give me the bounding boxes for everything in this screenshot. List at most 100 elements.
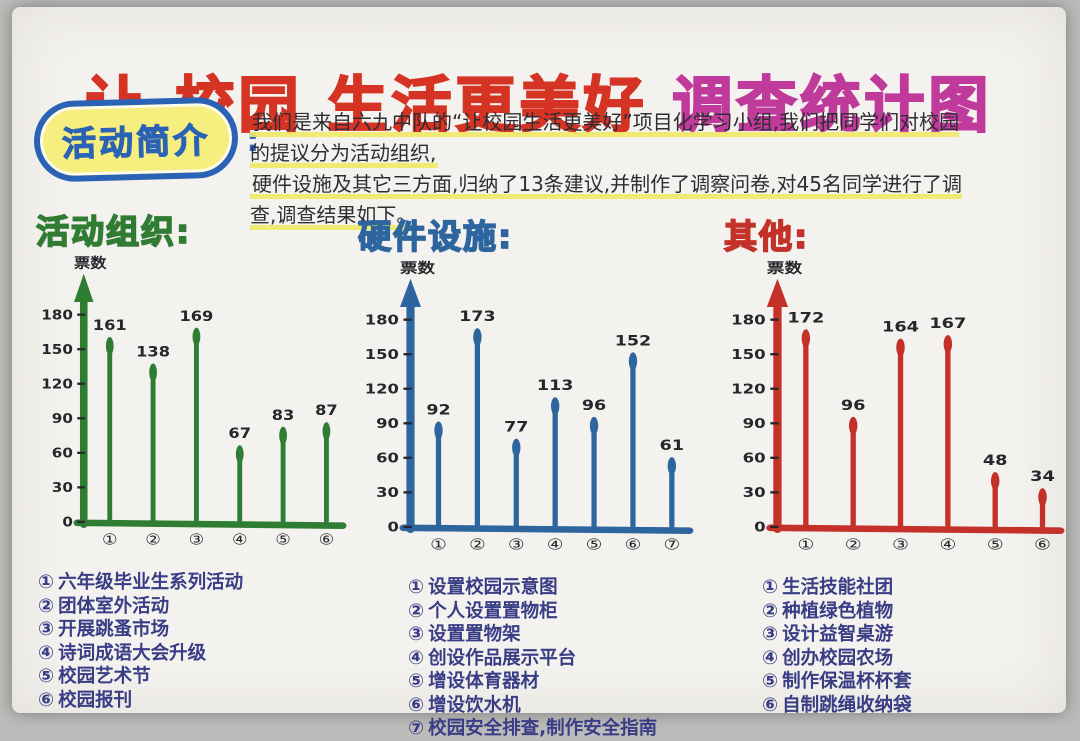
bar-chart-svg: 票数 0 30 60 90 120 150 180 92 ① 173 ② 77 ③ 113 ④ 96 ⑤ 152 ⑥ 6… [365, 260, 694, 553]
legend-marker: ④ [38, 641, 55, 664]
legend-label: 校园艺术节 [58, 666, 151, 687]
intro-paragraph: 我们是来自六九中队的“让校园生活更美好”项目化学习小组,我们把同学们对校园的提议… [250, 107, 966, 231]
bar-value-label: 169 [179, 308, 213, 325]
x-axis [766, 524, 1065, 534]
bar-value-label: 48 [983, 452, 1008, 469]
legend-marker: ④ [408, 646, 425, 669]
y-tick-label: 60 [743, 450, 766, 466]
legend-marker: ⑤ [408, 670, 425, 692]
x-category-label: ⑥ [625, 535, 642, 553]
y-tick-label: 90 [743, 416, 766, 432]
legend-marker: ② [408, 599, 425, 622]
bar-value-label: 34 [1030, 468, 1055, 485]
bar-top [322, 422, 331, 441]
bar-value-label: 164 [882, 318, 919, 335]
bar-top [235, 445, 244, 464]
bar-value-label: 113 [537, 377, 573, 394]
chart-legend: ① 生活技能社团 ② 种植绿色植物 ③ 设计益智桌游 ④ 创办校园农场 ⑤ 制作保温杯杯套 ⑥ 自制跳… [762, 576, 1065, 717]
x-category-label: ④ [939, 536, 956, 554]
y-axis-label: 票数 [74, 255, 107, 272]
y-tick-label: 180 [365, 313, 399, 328]
x-category-label: ⑥ [1034, 536, 1051, 554]
y-tick-label: 60 [52, 446, 73, 461]
chart-section-activities: 活动组织: 票数 0 30 60 90 120 150 180 161 ① 138 ② 169 ③ 67 ④ 8… [22, 205, 347, 712]
x-category-label: ② [145, 531, 161, 549]
chart-title: 其他: [723, 216, 810, 257]
legend-label: 诗词成语大会升级 [58, 642, 207, 664]
bar-value-label: 77 [504, 418, 528, 435]
legend-label: 团体室外活动 [58, 595, 170, 617]
bar-value-label: 96 [841, 397, 866, 414]
legend-label: 校园安全排查,制作安全指南 [428, 718, 658, 739]
bar-top [473, 328, 482, 347]
legend-marker: ⑥ [38, 688, 55, 711]
y-tick-label: 30 [376, 486, 399, 501]
y-tick-label: 120 [365, 382, 399, 397]
legend-item: ② 种植绿色植物 [762, 600, 1065, 624]
intro-line-1: 我们是来自六九中队的“让校园生活更美好”项目化学习小组,我们把同学们对校园的提议… [250, 110, 960, 168]
bar-chart-svg: 票数 0 30 60 90 120 150 180 172 ① 96 ② 164 ③ 167 ④ 48 ⑤ 34 ⑥ [731, 260, 1065, 554]
bar-value-label: 167 [929, 315, 966, 332]
bar-top [990, 472, 1000, 490]
intro-badge-row: 活动简介 : [32, 96, 260, 183]
legend-marker: ② [762, 599, 779, 622]
x-category-label: ② [845, 536, 862, 554]
bar-top [512, 438, 521, 457]
poster: 让 校园 生活更美好 调查统计图 活动简介 : 我们是来自六九中队的“让校园生活… [12, 7, 1066, 739]
legend-marker: ⑥ [762, 693, 779, 716]
bar-value-label: 67 [228, 425, 251, 442]
legend-marker: ⑥ [408, 693, 425, 716]
legend-label: 六年级毕业生系列活动 [58, 572, 244, 593]
legend-label: 生活技能社团 [782, 577, 894, 598]
bar-chart-svg: 票数 0 30 60 90 120 150 180 161 ① 138 ② 169 ③ 67 ④ 83 ⑤ 87 ⑥ [41, 255, 347, 549]
y-tick-label: 90 [52, 412, 73, 427]
x-category-label: ④ [232, 531, 248, 549]
chart-canvas: 票数 0 30 60 90 120 150 180 172 ① 96 ② 164 ③ 167 ④ 48 ⑤ 34 ⑥ [710, 260, 1065, 572]
legend-item: ③ 设计益智桌游 [762, 623, 1065, 647]
y-tick-label: 180 [41, 308, 73, 323]
legend-item: ④ 诗词成语大会升级 [38, 642, 347, 666]
legend-label: 增设饮水机 [428, 694, 521, 716]
x-category-label: ⑤ [275, 531, 291, 549]
y-tick-label: 30 [743, 485, 766, 501]
legend-label: 创办校园农场 [782, 647, 894, 669]
bar-top [279, 426, 287, 445]
legend-marker: ⑦ [408, 717, 425, 739]
legend-marker: ⑤ [38, 665, 55, 687]
bar-value-label: 161 [93, 317, 127, 334]
y-tick-label: 120 [41, 377, 73, 392]
legend-label: 设置校园示意图 [428, 577, 558, 598]
bar-value-label: 96 [582, 396, 606, 413]
legend-item: ① 生活技能社团 [762, 576, 1065, 600]
x-axis [73, 519, 347, 529]
legend-item: ① 六年级毕业生系列活动 [38, 571, 347, 595]
legend-item: ② 团体室外活动 [38, 595, 347, 619]
bar-top [848, 416, 858, 435]
legend-marker: ③ [762, 623, 779, 645]
x-category-label: ② [469, 535, 486, 553]
bar-top [550, 397, 560, 416]
y-axis-label: 票数 [767, 260, 804, 277]
legend-item: ⑤ 校园艺术节 [38, 665, 347, 689]
y-tick-label: 150 [731, 347, 766, 363]
x-category-label: ③ [892, 536, 909, 554]
bar-top [192, 327, 201, 346]
bar-value-label: 173 [459, 308, 495, 325]
chart-section-others: 其他: 票数 0 30 60 90 120 150 180 172 ① 96 ② 164 ③ 167 ④ 48 ⑤… [710, 210, 1065, 717]
legend-label: 开展跳蚤市场 [58, 619, 170, 640]
legend-label: 设计益智桌游 [782, 624, 894, 645]
x-category-label: ① [797, 536, 814, 554]
y-tick-label: 0 [387, 520, 398, 535]
x-category-label: ⑥ [319, 531, 335, 549]
bar-value-label: 152 [615, 332, 651, 349]
bar-value-label: 138 [136, 343, 170, 360]
chart-canvas: 票数 0 30 60 90 120 150 180 92 ① 173 ② 77 ③ 113 ④ 96 ⑤ 152 ⑥ 6… [344, 260, 694, 572]
y-tick-label: 60 [376, 451, 399, 466]
legend-label: 种植绿色植物 [782, 600, 894, 622]
legend-item: ⑥ 增设饮水机 [408, 694, 694, 718]
y-axis-label: 票数 [400, 260, 435, 277]
legend-marker: ③ [408, 623, 425, 645]
legend-label: 校园报刊 [58, 689, 133, 711]
bar-top [434, 421, 443, 440]
x-category-label: ① [102, 531, 118, 549]
